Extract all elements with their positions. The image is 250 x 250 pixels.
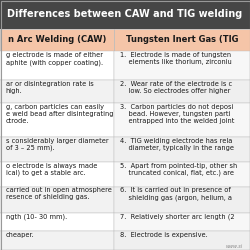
Text: cheaper.: cheaper. [6,232,34,238]
Text: s considerably larger diameter
of 3 – 25 mm).: s considerably larger diameter of 3 – 25… [6,138,108,151]
Text: carried out in open atmosphere
resence of shielding gas.: carried out in open atmosphere resence o… [6,188,112,200]
Text: ar or disintegration rate is
high.: ar or disintegration rate is high. [6,80,94,94]
Text: 8.  Electrode is expensive.: 8. Electrode is expensive. [120,232,208,238]
Text: 4.  TIG welding electrode has rela
    diameter, typically in the range: 4. TIG welding electrode has rela diamet… [120,138,234,151]
Text: Tungsten Inert Gas (TIG: Tungsten Inert Gas (TIG [126,36,238,44]
Text: g, carbon particles can easily
e weld bead after disintegrating
ctrode.: g, carbon particles can easily e weld be… [6,104,113,124]
Text: n Arc Welding (CAW): n Arc Welding (CAW) [8,36,106,44]
Text: ngth (10- 30 mm).: ngth (10- 30 mm). [6,213,67,220]
Text: Differences between CAW and TIG welding: Differences between CAW and TIG welding [8,9,242,20]
Text: g electrode is made of either
aphite (with copper coating).: g electrode is made of either aphite (wi… [6,52,103,66]
Text: o electrode is always made
ical) to get a stable arc.: o electrode is always made ical) to get … [6,162,97,176]
Text: www.si: www.si [226,244,242,249]
Text: 5.  Apart from pointed-tip, other sh
    truncated conical, flat, etc.) are: 5. Apart from pointed-tip, other sh trun… [120,162,238,176]
Text: 1.  Electrode is made of tungsten
    elements like thorium, zirconiu: 1. Electrode is made of tungsten element… [120,52,232,65]
Text: 2.  Wear rate of the electrode is c
    low. So electrodes offer higher: 2. Wear rate of the electrode is c low. … [120,80,232,94]
Text: 7.  Relatively shorter arc length (2: 7. Relatively shorter arc length (2 [120,213,235,220]
Text: 3.  Carbon particles do not deposi
    bead. However, tungsten parti
    entrapp: 3. Carbon particles do not deposi bead. … [120,104,235,124]
Text: 6.  It is carried out in presence of
    shielding gas (argon, helium, a: 6. It is carried out in presence of shie… [120,188,232,201]
